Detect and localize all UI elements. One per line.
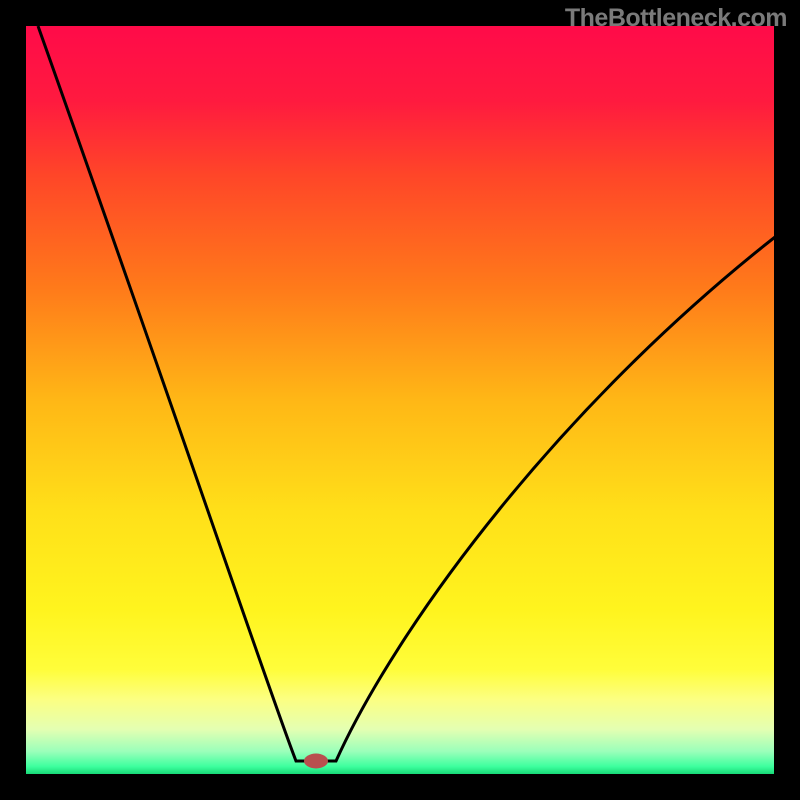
bottleneck-curve <box>38 26 797 761</box>
optimum-marker <box>304 754 328 769</box>
curve-layer <box>0 0 800 800</box>
watermark: TheBottleneck.com <box>565 4 787 33</box>
chart-container: TheBottleneck.com <box>0 0 800 800</box>
